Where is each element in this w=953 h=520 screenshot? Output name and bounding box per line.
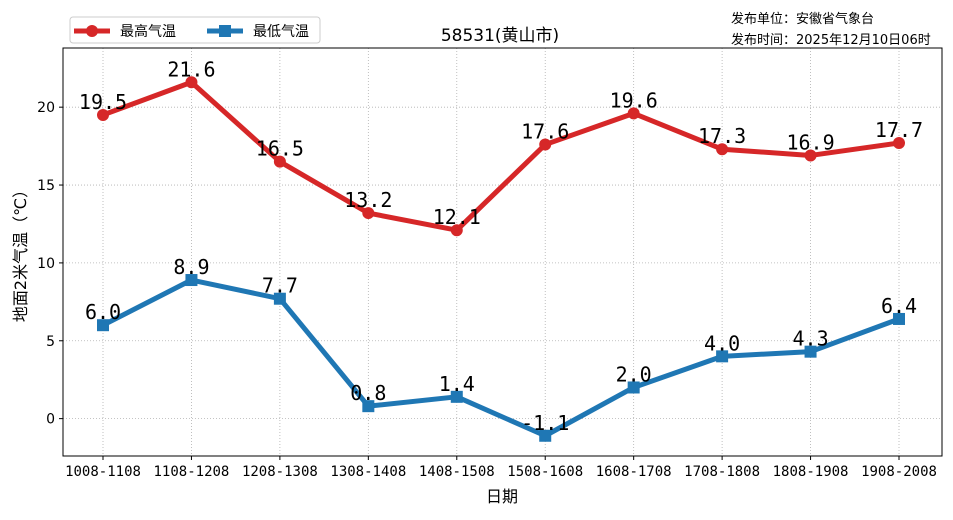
x-tick-label: 1108-1208 [154,464,230,480]
data-point [273,155,286,168]
data-label: 8.9 [173,255,209,279]
data-label: 17.6 [521,120,569,144]
data-point [273,292,286,305]
x-tick-label: 1008-1108 [65,464,141,480]
data-label: 16.9 [786,130,834,154]
data-point [627,381,640,394]
legend-label: 最低气温 [253,24,309,40]
y-axis-label: 地面2米气温（℃） [11,182,30,322]
legend-marker [219,25,231,37]
x-tick-label: 1708-1808 [684,464,760,480]
x-axis-label: 日期 [486,487,518,506]
data-point [716,143,729,156]
data-point [450,390,463,403]
publisher-text: 发布单位：安徽省气象台 [731,11,874,27]
data-label: 6.4 [881,294,917,318]
x-tick-label: 1908-2008 [861,464,937,480]
data-label: 17.7 [875,118,923,142]
data-point [804,345,817,358]
x-tick-label: 1508-1608 [507,464,583,480]
y-tick-label: 10 [37,256,55,272]
data-point [893,136,905,149]
data-point [804,149,817,162]
data-label: 16.5 [256,137,304,161]
x-tick-label: 1608-1708 [596,464,672,480]
data-point [716,350,729,363]
data-label: 2.0 [616,362,652,386]
data-point [450,224,463,237]
data-label: 13.2 [344,188,392,212]
data-point [893,312,905,325]
data-point [539,429,552,442]
data-point [97,319,109,332]
data-label: 6.0 [85,300,121,324]
legend-box [69,16,321,44]
y-tick-label: 15 [37,178,55,194]
data-label: 0.8 [350,381,386,405]
data-point [539,138,552,151]
legend-label: 最高气温 [120,23,176,40]
y-tick-label: 0 [46,412,55,428]
data-label: 4.0 [704,331,740,355]
series-min: 6.0 8.9 7.7 0.8 1.4 -1.1 2.0 4.0 4.3 6.4 [85,255,917,442]
x-tick-label: 1208-1308 [242,464,318,480]
data-point [362,400,375,413]
plot-frame [62,47,943,457]
y-tick-label: 20 [37,100,55,116]
legend-marker [86,25,98,37]
data-point [185,76,198,89]
legend: 最高气温 最低气温 [69,16,321,44]
data-label: 19.5 [79,90,127,114]
y-tick-label: 5 [46,334,55,350]
data-label: 7.7 [262,274,298,298]
data-label: 17.3 [698,124,746,148]
data-point [185,274,198,287]
data-point [627,107,640,120]
data-point [362,207,375,220]
x-tick-label: 1808-1908 [773,464,849,480]
grid [63,48,942,456]
x-tick-label: 1408-1508 [419,464,495,480]
publish-time-text: 发布时间：2025年12月10日06时 [731,32,931,48]
axes: 1008-1108 1108-1208 1208-1308 1308-1408 1408… [37,47,943,480]
series-layer: 19.5 21.6 16.5 13.2 12.1 17.6 19.6 17.3 16.9 17.7… [79,57,923,442]
data-point [97,108,109,121]
data-label: 1.4 [439,372,475,396]
data-label: 12.1 [433,205,481,229]
x-tick-label: 1308-1408 [330,464,406,480]
data-label: 21.6 [167,57,215,81]
data-label: 4.3 [792,327,828,351]
chart-title: 58531(黄山市) [441,26,559,46]
series-line [101,277,900,439]
data-label: 19.6 [610,88,658,112]
series-max: 19.5 21.6 16.5 13.2 12.1 17.6 19.6 17.3 16.9 17.7 [79,57,923,237]
data-label: -1.1 [521,411,569,435]
series-line [102,79,900,233]
